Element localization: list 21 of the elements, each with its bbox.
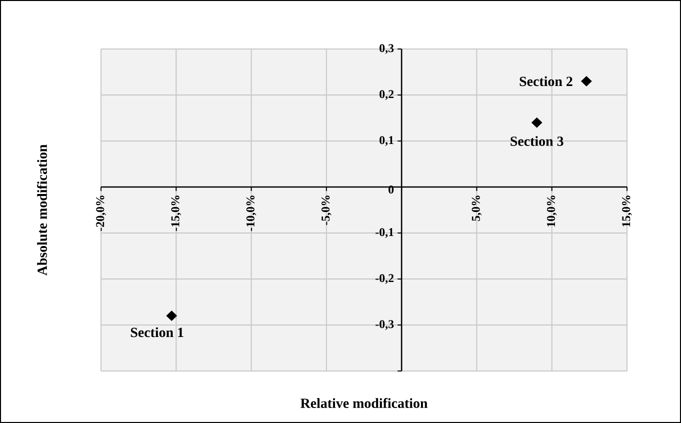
point (580, 76, 592, 86)
annotation: Section 2 (520, 76, 572, 86)
x-axis-title: Relative modification (300, 398, 428, 408)
x-tick-label: -20,0% (96, 196, 106, 231)
point (531, 117, 542, 128)
y-tick-label: 0,2 (380, 90, 394, 100)
x-tick-label: 5,0% (472, 196, 482, 221)
y-axis-title: Absolute modification (37, 144, 47, 276)
x-tick-label: 15,0% (622, 196, 632, 226)
y-tick-label: -0,1 (376, 228, 394, 238)
y-tick-label: 0,1 (380, 136, 394, 146)
x-tick-label: -10,0% (246, 196, 256, 231)
x-tick-label: -15,0% (171, 196, 182, 231)
y-tick-label: 0,3 (380, 44, 394, 54)
y-tick-label: -0,2 (376, 274, 394, 284)
y-tick-label: -0,3 (376, 320, 394, 330)
point (166, 310, 178, 321)
x-tick-label: 10,0% (546, 196, 557, 226)
x-tick-label: -5,0% (322, 196, 332, 225)
annotation: Section 3 (510, 136, 564, 146)
annotation: Section 1 (130, 327, 184, 338)
